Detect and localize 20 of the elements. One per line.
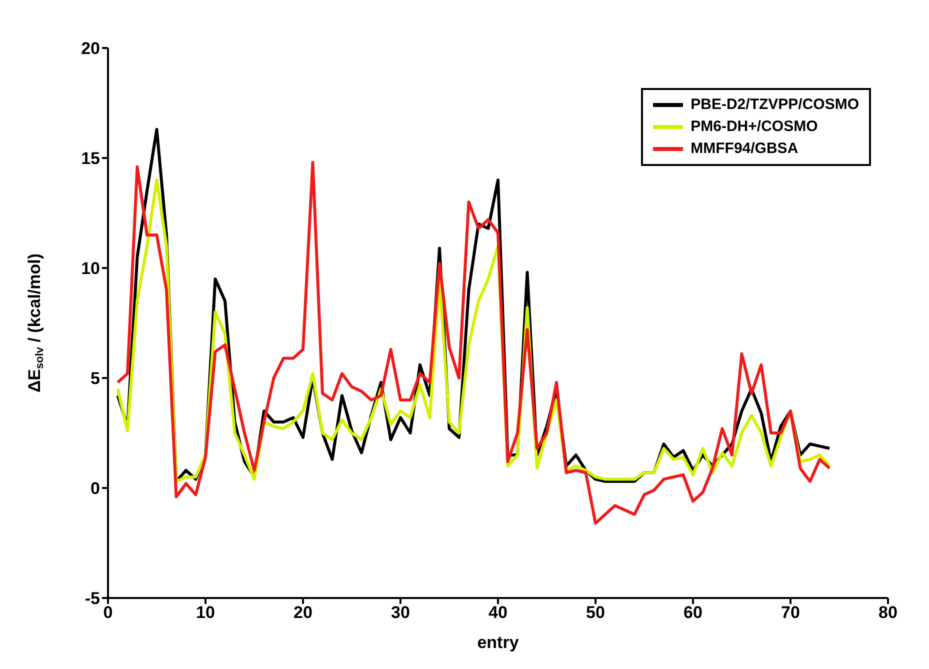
x-tick-label: 20 [294,603,312,622]
y-tick-label: 20 [81,39,100,58]
x-tick-label: 40 [488,603,508,622]
y-tick-label: 15 [81,149,100,168]
x-tick-label: 0 [103,603,113,622]
legend-label: MMFF94/GBSA [690,139,798,159]
legend-label: PBE-D2/TZVPP/COSMO [690,95,859,115]
legend-label: PM6-DH+/COSMO [690,117,818,137]
y-tick-label: 0 [90,479,100,498]
line-series [116,160,831,525]
x-tick-label: 10 [196,603,215,622]
x-axis-title: entry [477,633,520,652]
x-tick-label: 80 [878,603,898,622]
y-tick-label: -5 [84,589,100,608]
x-tick-label: 60 [684,603,702,622]
x-tick-label: 30 [391,603,410,622]
x-tick-label: 70 [781,603,800,622]
y-tick-label: 10 [81,259,100,278]
y-tick-label: 5 [90,369,100,388]
x-tick-label: 50 [586,603,605,622]
